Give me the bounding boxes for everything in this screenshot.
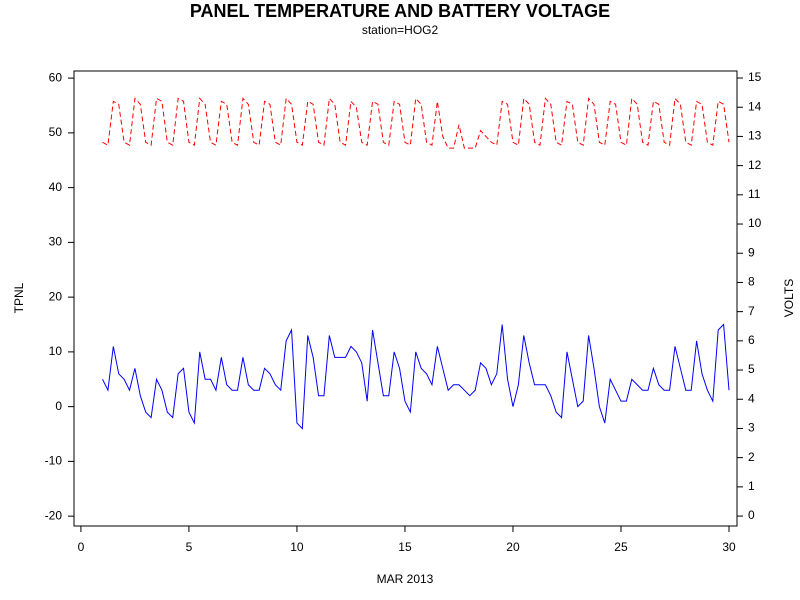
y-tick-label: 20 xyxy=(49,289,63,303)
data-line xyxy=(102,323,730,430)
plot-frame xyxy=(73,70,738,527)
y-tick-label: 60 xyxy=(49,70,63,84)
y2-tick-label: 8 xyxy=(748,275,755,289)
chart-title: PANEL TEMPERATURE AND BATTERY VOLTAGE xyxy=(190,1,610,21)
y2-tick-label: 6 xyxy=(748,333,755,347)
y2-tick-label: 15 xyxy=(748,70,762,84)
y2-tick-label: 11 xyxy=(748,187,761,201)
y2-tick-label: 1 xyxy=(748,479,755,493)
y2-tick-label: 4 xyxy=(748,391,755,405)
x-axis-label: MAR 2013 xyxy=(377,572,434,586)
y2-tick-label: 10 xyxy=(748,216,762,230)
y2-tick-label: 12 xyxy=(748,158,762,172)
y-tick-label: 30 xyxy=(49,235,63,249)
y2-axis-label: VOLTS xyxy=(782,279,796,317)
y-tick-label: 10 xyxy=(49,344,63,358)
x-tick-label: 5 xyxy=(186,540,193,554)
y-tick-label: -10 xyxy=(45,454,63,468)
y-tick-label: 40 xyxy=(49,180,63,194)
y2-tick-label: 3 xyxy=(748,421,755,435)
x-tick-label: 25 xyxy=(614,540,628,554)
y2-tick-label: 5 xyxy=(748,362,755,376)
x-tick-label: 0 xyxy=(78,540,85,554)
x-tick-label: 30 xyxy=(722,540,736,554)
y2-tick-label: 9 xyxy=(748,245,755,259)
y-tick-label: 50 xyxy=(49,125,63,139)
y2-tick-label: 2 xyxy=(748,450,755,464)
chart-subtitle: station=HOG2 xyxy=(362,23,439,37)
y2-tick-label: 0 xyxy=(748,508,755,522)
y-tick-label: -20 xyxy=(45,508,63,522)
y2-tick-label: 13 xyxy=(748,129,762,143)
x-tick-label: 10 xyxy=(290,540,304,554)
data-line xyxy=(102,97,730,149)
y2-tick-label: 14 xyxy=(748,99,762,113)
y2-tick-label: 7 xyxy=(748,304,755,318)
x-tick-label: 20 xyxy=(506,540,520,554)
x-tick-label: 15 xyxy=(398,540,412,554)
y-tick-label: 0 xyxy=(55,399,62,413)
y-axis-label: TPNL xyxy=(12,282,26,313)
